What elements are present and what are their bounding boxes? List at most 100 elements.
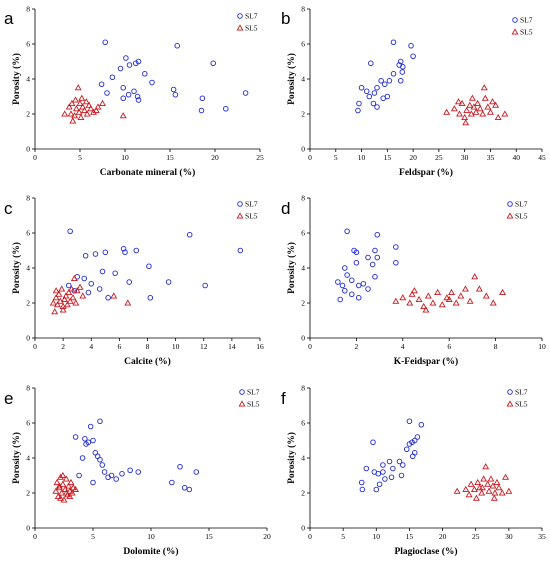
y-tick-label-f: 6 (301, 419, 305, 428)
point-sl7-f (386, 458, 393, 465)
point-sl5-a (85, 101, 93, 108)
point-sl5-b (467, 110, 475, 117)
panel-letter-c: c (4, 199, 13, 218)
point-sl7-e (99, 462, 106, 468)
y-tick-label-d: 6 (301, 229, 305, 238)
y-tick-label-b: 6 (301, 40, 305, 49)
panel-a: a 0 5 10 15 20 25 0 2 4 6 8 Carbonate mineral (%) Por… (4, 5, 264, 179)
point-sl7-f (406, 441, 413, 447)
point-sl5-d (482, 292, 490, 299)
panel-d: d 0 2 4 6 8 10 0 2 4 6 8 K-Feidspar (%) Porosity (%) S… (281, 194, 546, 368)
point-sl7-f (382, 476, 388, 482)
point-sl7-e (90, 437, 96, 444)
panel-c: c 0 2 4 6 8 10 12 14 16 0 2 4 6 8 Calcite (%) Porosity (… (4, 194, 264, 368)
x-axis-title-f: Plagioclase (%) (394, 546, 457, 557)
point-sl7-d (355, 295, 362, 301)
panel-letter-b: b (281, 9, 290, 28)
point-sl5-a (76, 99, 84, 106)
point-sl7-f (373, 486, 380, 493)
y-tick-label-d: 8 (301, 194, 305, 203)
point-sl7-e (186, 486, 193, 493)
point-sl5-e (59, 471, 67, 478)
x-axis-title-b: Feldspar (%) (399, 167, 453, 178)
point-sl7-d (374, 231, 381, 238)
y-tick-label-a: 0 (26, 145, 30, 154)
point-sl7-f (358, 479, 365, 486)
point-sl7-f (380, 469, 386, 475)
point-sl5-b (481, 94, 489, 101)
legend-label-sl7-d: SL7 (515, 200, 528, 209)
point-sl7-f (411, 450, 418, 456)
y-tick-label-c: 4 (26, 264, 30, 273)
panel-letter-e: e (4, 389, 13, 408)
point-sl5-f (462, 485, 470, 492)
point-sl7-a (135, 58, 142, 65)
x-tick-label-f: 15 (406, 532, 414, 541)
x-tick-label-c: 2 (61, 342, 65, 351)
point-sl7-e (127, 467, 133, 474)
point-sl7-a (199, 95, 206, 101)
point-sl7-d (344, 228, 350, 234)
point-sl7-a (98, 81, 105, 87)
point-sl7-c (120, 245, 127, 252)
x-tick-label-c: 16 (256, 342, 264, 351)
point-sl7-f (388, 474, 395, 481)
point-sl5-a (69, 117, 77, 124)
point-sl5-d (422, 306, 430, 313)
point-sl5-c (55, 290, 63, 297)
point-sl5-b (443, 108, 451, 115)
legend-marker-sl5-c (236, 212, 244, 219)
point-sl7-d (393, 244, 399, 250)
point-sl5-b (472, 108, 480, 115)
y-tick-label-a: 8 (26, 5, 30, 14)
point-sl7-a (223, 105, 229, 112)
point-sl5-a (67, 110, 75, 117)
point-sl5-a (99, 99, 106, 106)
x-tick-label-e: 0 (33, 532, 37, 541)
point-sl7-a (149, 79, 155, 86)
legend-label-sl7-b: SL7 (520, 16, 533, 25)
point-sl5-a (90, 108, 97, 115)
point-sl5-b (479, 110, 487, 117)
point-sl7-c (85, 289, 92, 296)
point-sl5-d (438, 301, 446, 308)
x-tick-label-c: 0 (33, 342, 37, 351)
point-sl7-e (169, 479, 175, 486)
legend-label-sl7-f: SL7 (515, 388, 528, 397)
legend-marker-sl7-b (512, 17, 518, 23)
y-tick-label-b: 4 (301, 75, 305, 84)
y-tick-label-d: 0 (301, 334, 305, 343)
point-sl7-b (397, 77, 404, 84)
legend-label-sl7-e: SL7 (247, 388, 260, 397)
point-sl5-c (79, 292, 87, 299)
panel-f: f 0 5 10 15 20 25 30 35 0 2 4 6 8 Plagioclase (%) Poros… (281, 384, 546, 558)
x-tick-label-a: 10 (121, 153, 129, 162)
x-tick-label-a: 25 (256, 153, 264, 162)
x-tick-label-a: 15 (166, 153, 174, 162)
point-sl7-d (365, 286, 371, 292)
point-sl7-d (339, 282, 346, 289)
x-tick-label-a: 5 (78, 153, 82, 162)
point-sl5-a (87, 105, 95, 112)
point-sl7-a (104, 90, 110, 96)
point-sl7-d (342, 288, 348, 294)
point-sl5-a (78, 94, 86, 101)
legend-marker-sl7-a (237, 13, 243, 19)
y-tick-label-b: 2 (301, 110, 305, 119)
point-sl7-d (353, 249, 360, 255)
point-sl7-d (374, 254, 381, 261)
point-sl7-b (356, 100, 362, 107)
legend-marker-sl7-e (239, 389, 245, 395)
point-sl7-b (408, 43, 414, 49)
point-sl5-f (485, 487, 493, 494)
y-axis-title-f: Porosity (%) (286, 432, 297, 484)
point-sl7-e (82, 436, 88, 442)
point-sl5-e (65, 482, 73, 489)
point-sl7-e (97, 457, 103, 463)
point-sl5-f (487, 475, 495, 482)
x-tick-label-d: 10 (538, 342, 546, 351)
point-sl5-e (54, 492, 62, 499)
point-sl7-e (119, 471, 125, 477)
point-sl5-d (445, 295, 453, 302)
point-sl5-a (94, 103, 102, 110)
